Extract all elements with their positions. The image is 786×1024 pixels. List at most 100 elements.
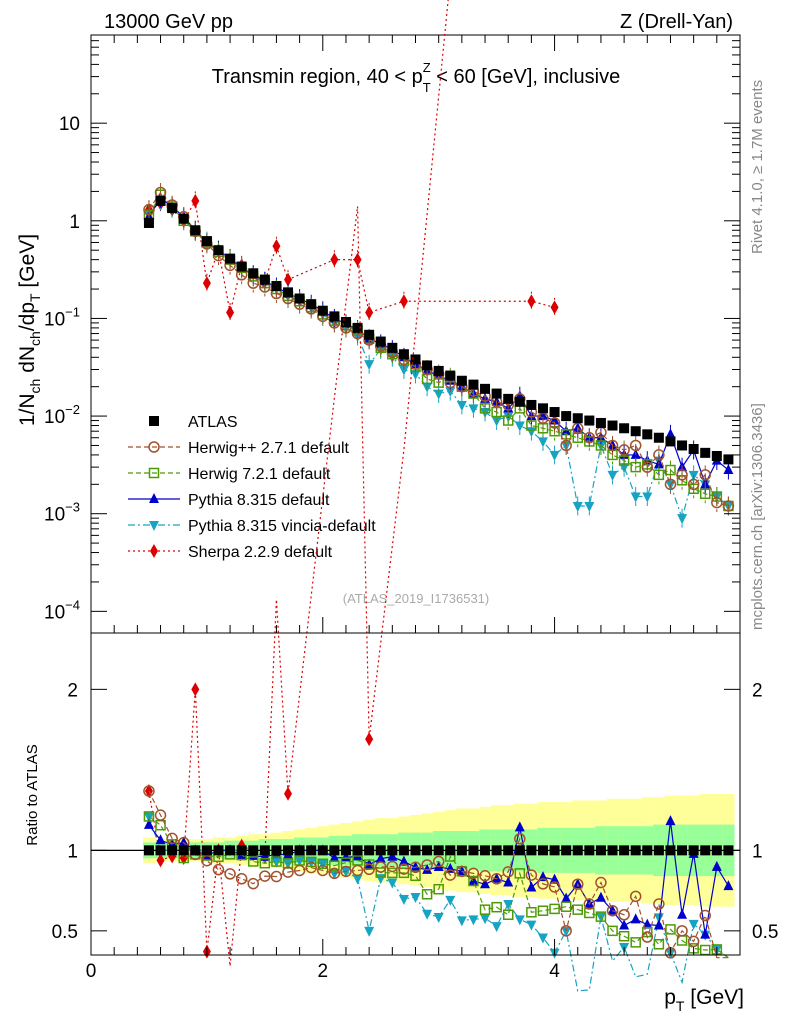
ratio-y-tick-label-right: 2 [752,680,763,701]
ratio-point [490,873,503,885]
data-point [630,492,641,503]
series-line [148,199,555,314]
svg-text:1/Nch dNch/dpT [GeV]: 1/Nch dNch/dpT [GeV] [16,234,43,426]
data-point [259,274,270,285]
main-panel: 10 1 10−1 10−2 10−3 10−4 Transmin region, 40 … [44,34,741,634]
ratio-point [572,878,584,890]
data-point [584,501,595,512]
ratio-point [293,864,306,877]
ratio-point [503,845,514,856]
data-point [722,500,735,512]
data-point [201,236,212,247]
ratio-point [352,874,363,885]
data-point [700,447,711,458]
ratio-point [572,845,583,856]
main-title: Transmin region, 40 < pZ T < 60 [GeV], in… [212,60,621,95]
x-tick-label: 0 [86,961,97,982]
data-point [503,393,514,404]
series-atlas [143,195,734,465]
data-point [365,305,374,320]
ratio-point [711,845,722,856]
ratio-point [433,883,444,895]
ratio-point [375,852,386,863]
ratio-point [653,939,665,950]
ratio-point [595,845,606,856]
data-point [723,454,734,465]
ratio-point [537,933,548,944]
ratio-point [422,845,433,856]
ratio-point [630,913,641,924]
ratio-point [468,875,479,886]
ratio-point [387,867,398,879]
ratio-point [526,845,537,856]
ratio-point [432,855,445,868]
ratio-point [503,876,514,887]
data-point [676,469,688,481]
legend-item: Pythia 8.315 vincia-default [128,518,376,535]
data-point [618,455,630,466]
ratio-point [398,845,409,856]
ratio-point [178,845,189,856]
series-line [148,193,729,507]
watermark: (ATLAS_2019_I1736531) [343,591,489,606]
ratio-point [479,904,491,915]
ratio-point [526,881,537,892]
ratio-point [212,863,225,876]
ratio-point [514,845,525,856]
ratio-point [619,919,630,930]
svg-text:pT [GeV]: pT [GeV] [664,986,744,1014]
ratio-point [283,845,294,856]
ratio-point [711,860,722,871]
y-tick-label: 10−3 [44,500,80,526]
ratio-y-tick-label: 0.5 [52,922,78,943]
ratio-point [618,930,630,942]
ratio-point [155,845,166,856]
ratio-point [340,845,351,856]
ratio-point [386,860,399,873]
ratio-point [351,864,364,877]
data-point [664,478,677,491]
ratio-point [143,845,154,856]
data-point [687,478,700,491]
svg-text:mcplots.cern.ch [arXiv:1306.34: mcplots.cern.ch [arXiv:1306.3436] [749,403,766,630]
header-left: 13000 GeV pp [104,11,233,33]
ratio-point [676,925,688,937]
ratio-point [143,818,154,829]
ratio-point [607,845,618,856]
ratio-point [549,845,560,856]
ratio-point [561,892,572,903]
legend-marker [149,521,159,531]
ratio-point [190,845,201,856]
y-tick-label: 10 [59,114,80,135]
data-point [155,195,166,206]
legend-item: Herwig 7.2.1 default [128,466,331,483]
data-point [630,426,641,437]
ratio-point [595,911,607,922]
side-label-bottom: mcplots.cern.ch [arXiv:1306.3436] [749,403,766,630]
ratio-point [213,845,224,856]
data-point [572,413,583,424]
ratio-point [514,833,526,845]
legend-item: Sherpa 2.2.9 default [128,544,333,561]
data-point [236,261,247,272]
data-point [665,436,676,447]
data-point [364,329,375,340]
ratio-point [549,873,560,884]
ratio-point [398,895,409,906]
ratio-point [642,845,653,856]
ratio-point [154,809,167,821]
ratio-point [259,870,271,882]
ratio-point [456,845,467,856]
ratio-point [421,889,433,900]
data-point [653,469,665,481]
ratio-point [468,875,479,887]
data-point [572,422,584,435]
ratio-point [560,901,572,912]
ratio-point [363,863,375,876]
data-point [213,245,224,256]
data-point [410,354,421,365]
y-tick-label: 10−4 [44,597,80,623]
ratio-point [606,904,619,917]
x-axis-label: pT [GeV] [664,986,744,1014]
data-point [537,403,548,414]
